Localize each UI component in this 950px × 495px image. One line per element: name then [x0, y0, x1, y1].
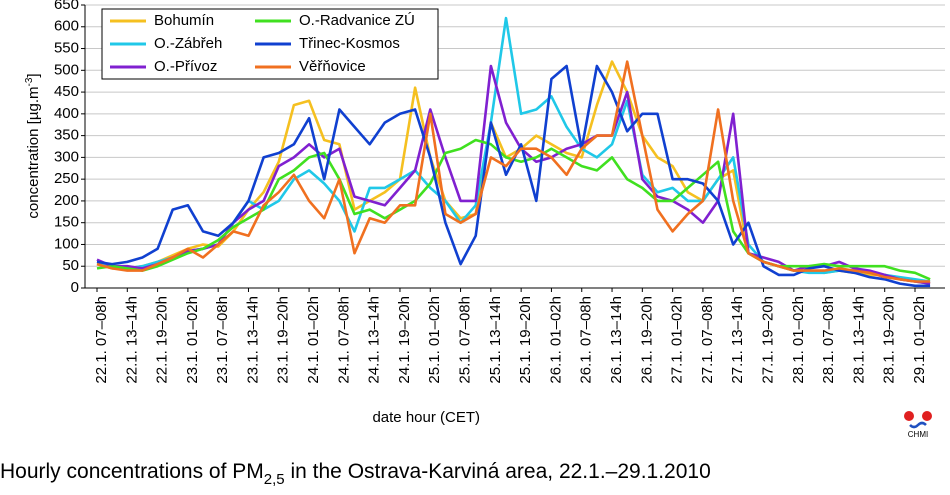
- logo-dot: [922, 411, 932, 421]
- x-tick-label: 26.1. 13–14h: [608, 296, 625, 384]
- caption: Hourly concentrations of PM2,5 in the Os…: [0, 460, 711, 488]
- x-tick-label: 25.1. 19–20h: [517, 296, 534, 384]
- x-tick-label: 28.1. 19–20h: [881, 296, 898, 384]
- x-tick-label: 24.1. 01–02h: [305, 296, 322, 384]
- x-tick-label: 28.1. 13–14h: [850, 296, 867, 384]
- y-tick-label: 100: [54, 235, 79, 252]
- x-tick-label: 28.1. 07–08h: [820, 296, 837, 384]
- y-tick-label: 600: [54, 18, 79, 35]
- series-line: [96, 64, 931, 285]
- x-tick-label: 22.1. 19–20h: [154, 296, 171, 384]
- y-tick-label: 300: [54, 148, 79, 165]
- logo-text: CHMI: [908, 430, 928, 439]
- x-tick-label: 25.1. 01–02h: [426, 296, 443, 384]
- x-tick-label: 27.1. 13–14h: [729, 296, 746, 384]
- logo-wave: [909, 421, 927, 429]
- caption-part: in the Ostrava-Karviná area, 22.1.–29.1.…: [285, 460, 711, 483]
- x-tick-label: 23.1. 19–20h: [275, 296, 292, 384]
- legend-label: Bohumín: [154, 12, 214, 29]
- y-label-part: ]: [25, 73, 42, 77]
- caption-part: Hourly concentrations of PM: [0, 460, 264, 483]
- series-line: [96, 64, 931, 288]
- x-tick-label: 25.1. 13–14h: [487, 296, 504, 384]
- logo-dot: [904, 411, 914, 421]
- legend-label: O.-Zábřeh: [154, 35, 222, 52]
- x-tick-label: 25.1. 07–08h: [457, 296, 474, 384]
- y-tick-label: 550: [54, 40, 79, 57]
- x-tick-label: 23.1. 13–14h: [244, 296, 261, 384]
- x-tick-label: 26.1. 19–20h: [638, 296, 655, 384]
- x-tick-label: 22.1. 07–08h: [93, 296, 110, 384]
- y-tick-label: 350: [54, 127, 79, 144]
- legend: Bohumín O.-Zábřeh O.-Přívoz O.-Radvanice ZÚ…: [101, 8, 439, 80]
- y-tick-label: 50: [62, 257, 79, 274]
- series-line: [96, 60, 931, 285]
- series-line: [96, 60, 931, 283]
- x-tick-label: 23.1. 07–08h: [214, 296, 231, 384]
- y-tick-label: 0: [71, 279, 79, 296]
- x-tick-label: 22.1. 13–14h: [123, 296, 140, 384]
- y-label-part: concentration [µg.m: [25, 87, 42, 219]
- x-tick-label: 28.1. 01–02h: [790, 296, 807, 384]
- x-tick-label: 23.1. 01–02h: [184, 296, 201, 384]
- legend-label: O.-Radvanice ZÚ: [299, 12, 415, 29]
- x-tick-label: 24.1. 07–08h: [335, 296, 352, 384]
- x-tick-label: 27.1. 19–20h: [759, 296, 776, 384]
- y-tick-label: 450: [54, 83, 79, 100]
- x-tick-label: 24.1. 19–20h: [396, 296, 413, 384]
- y-tick-label: 200: [54, 192, 79, 209]
- x-tick-label: 26.1. 07–08h: [578, 296, 595, 384]
- y-tick-label: 250: [54, 170, 79, 187]
- caption-sub: 2,5: [264, 471, 285, 488]
- legend-label: Věřňovice: [299, 58, 366, 75]
- x-tick-label: 26.1. 01–02h: [547, 296, 564, 384]
- logo: CHMI: [904, 411, 932, 439]
- y-tick-label: 500: [54, 61, 79, 78]
- y-axis-label: concentration [µg.m-3]: [24, 73, 42, 218]
- legend-label: Třinec-Kosmos: [299, 35, 400, 52]
- x-tick-label: 24.1. 13–14h: [366, 296, 383, 384]
- legend-label: O.-Přívoz: [154, 58, 217, 75]
- y-label-sup: -3: [24, 77, 35, 86]
- y-tick-label: 150: [54, 214, 79, 231]
- x-axis-label: date hour (CET): [372, 409, 480, 426]
- y-tick-label: 400: [54, 105, 79, 122]
- x-tick-label: 27.1. 07–08h: [699, 296, 716, 384]
- x-tick-label: 27.1. 01–02h: [669, 296, 686, 384]
- x-tick-label: 29.1. 01–02h: [911, 296, 928, 384]
- y-tick-label: 650: [54, 0, 79, 13]
